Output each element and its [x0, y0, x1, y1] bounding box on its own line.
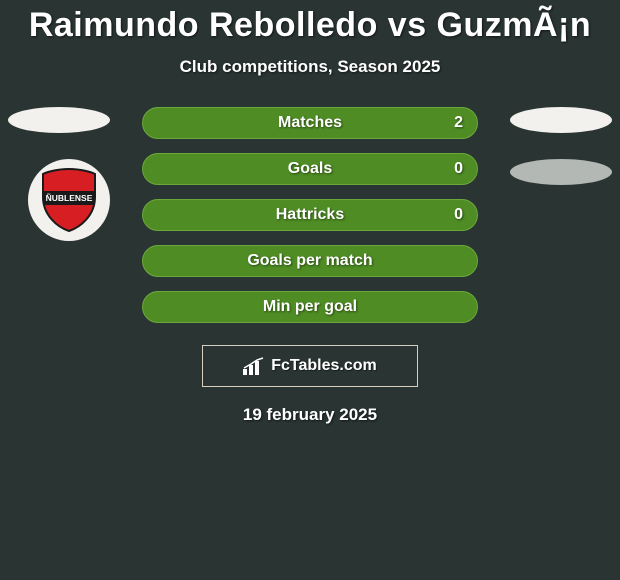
- player-right-slot-1: [510, 107, 612, 133]
- player-right-slot-2: [510, 159, 612, 185]
- stat-row-matches: Matches 2: [142, 107, 478, 139]
- stat-label: Goals: [288, 160, 332, 178]
- stat-label: Goals per match: [247, 252, 372, 270]
- stat-label: Hattricks: [276, 206, 344, 224]
- stat-value: 0: [454, 206, 463, 224]
- stat-value: 0: [454, 160, 463, 178]
- stat-rows: Matches 2 Goals 0 Hattricks 0 Goals per …: [142, 107, 478, 323]
- brand-label: FcTables.com: [271, 357, 377, 375]
- brand-badge[interactable]: FcTables.com: [202, 345, 418, 387]
- stat-value: 2: [454, 114, 463, 132]
- stat-label: Min per goal: [263, 298, 357, 316]
- stat-row-hattricks: Hattricks 0: [142, 199, 478, 231]
- page-root: Raimundo Rebolledo vs GuzmÃ¡n Club compe…: [0, 0, 620, 425]
- page-title: Raimundo Rebolledo vs GuzmÃ¡n: [0, 6, 620, 45]
- bar-chart-icon: [243, 357, 265, 375]
- footer-date: 19 february 2025: [0, 405, 620, 425]
- stat-row-goals: Goals 0: [142, 153, 478, 185]
- player-left-slot-1: [8, 107, 110, 133]
- club-badge: ÑUBLENSE: [28, 159, 110, 241]
- page-subtitle: Club competitions, Season 2025: [0, 57, 620, 77]
- stat-row-min-per-goal: Min per goal: [142, 291, 478, 323]
- stats-section: ÑUBLENSE Matches 2 Goals 0 Hattricks 0 G…: [0, 107, 620, 425]
- shield-icon: ÑUBLENSE: [39, 167, 99, 233]
- club-name-text: ÑUBLENSE: [46, 193, 93, 203]
- stat-label: Matches: [278, 114, 342, 132]
- stat-row-goals-per-match: Goals per match: [142, 245, 478, 277]
